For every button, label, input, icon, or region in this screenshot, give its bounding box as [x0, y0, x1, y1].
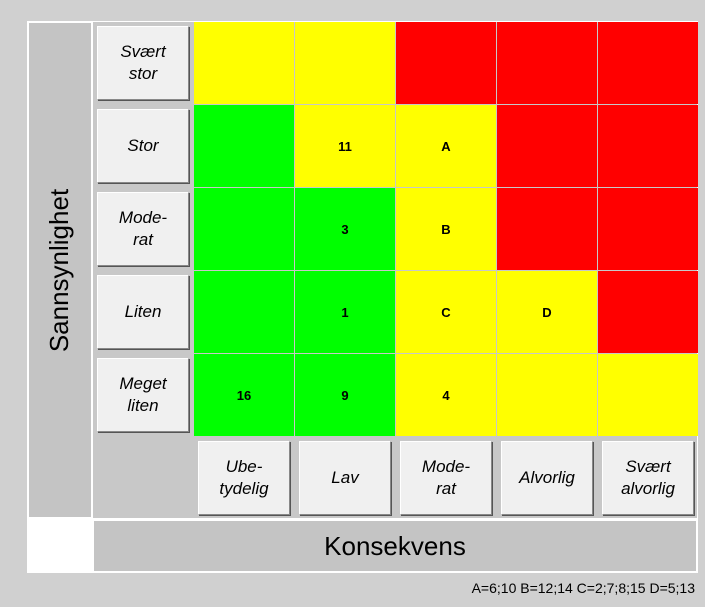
- button-label: Svært: [625, 457, 671, 476]
- button-label: Svært: [120, 42, 166, 61]
- column-header-button[interactable]: Alvorlig: [501, 441, 593, 515]
- column-header-button[interactable]: Mode-rat: [400, 441, 492, 515]
- row-header-button[interactable]: Meget liten: [97, 358, 189, 432]
- button-label: tydelig: [219, 479, 269, 498]
- risk-cell: 16: [194, 354, 294, 436]
- risk-cell: [194, 271, 294, 353]
- row-header-button[interactable]: Svært stor: [97, 26, 189, 100]
- risk-cell: [497, 188, 597, 270]
- risk-cell: 3: [295, 188, 395, 270]
- risk-cell: [598, 354, 698, 436]
- row-header-button[interactable]: Stor: [97, 109, 189, 183]
- button-label: stor: [128, 64, 158, 83]
- button-label: Meget: [119, 374, 167, 393]
- risk-cell: C: [396, 271, 496, 353]
- risk-cell: [194, 22, 294, 104]
- risk-cell: [497, 105, 597, 187]
- y-axis-title: Sannsynlighet: [44, 188, 75, 352]
- risk-cell: [598, 271, 698, 353]
- button-label: Liten: [124, 302, 162, 321]
- risk-cell: A: [396, 105, 496, 187]
- button-label: Alvorlig: [519, 468, 575, 487]
- risk-cell: 11: [295, 105, 395, 187]
- legend-text: A=6;10 B=12;14 C=2;7;8;15 D=5;13: [471, 580, 695, 596]
- column-header-button[interactable]: Lav: [299, 441, 391, 515]
- risk-cell: [598, 105, 698, 187]
- button-label: rat: [436, 479, 456, 498]
- risk-cell: [598, 22, 698, 104]
- risk-cell: 4: [396, 354, 496, 436]
- x-axis-title: Konsekvens: [324, 530, 466, 561]
- button-label: Stor: [127, 136, 159, 155]
- button-label: liten: [127, 396, 159, 415]
- risk-cell: [194, 105, 294, 187]
- button-label: Mode-: [118, 208, 168, 227]
- risk-cell: B: [396, 188, 496, 270]
- x-axis-bar: Konsekvens: [93, 520, 697, 572]
- column-header-button[interactable]: Svært alvorlig: [602, 441, 694, 515]
- row-header-button[interactable]: Liten: [97, 275, 189, 349]
- risk-cell: [194, 188, 294, 270]
- button-label: Ube-: [225, 457, 263, 476]
- risk-cell: [396, 22, 496, 104]
- risk-cell: [497, 22, 597, 104]
- risk-cell: 9: [295, 354, 395, 436]
- risk-cell: 1: [295, 271, 395, 353]
- risk-cell: D: [497, 271, 597, 353]
- button-label: Lav: [331, 468, 359, 487]
- risk-cell: [295, 22, 395, 104]
- y-axis-bar: Sannsynlighet: [28, 22, 92, 518]
- button-label: Mode-: [421, 457, 471, 476]
- risk-cell: [497, 354, 597, 436]
- row-header-button[interactable]: Mode-rat: [97, 192, 189, 266]
- risk-cell: [598, 188, 698, 270]
- button-label: rat: [133, 230, 153, 249]
- column-header-button[interactable]: Ube-tydelig: [198, 441, 290, 515]
- button-label: alvorlig: [621, 479, 675, 498]
